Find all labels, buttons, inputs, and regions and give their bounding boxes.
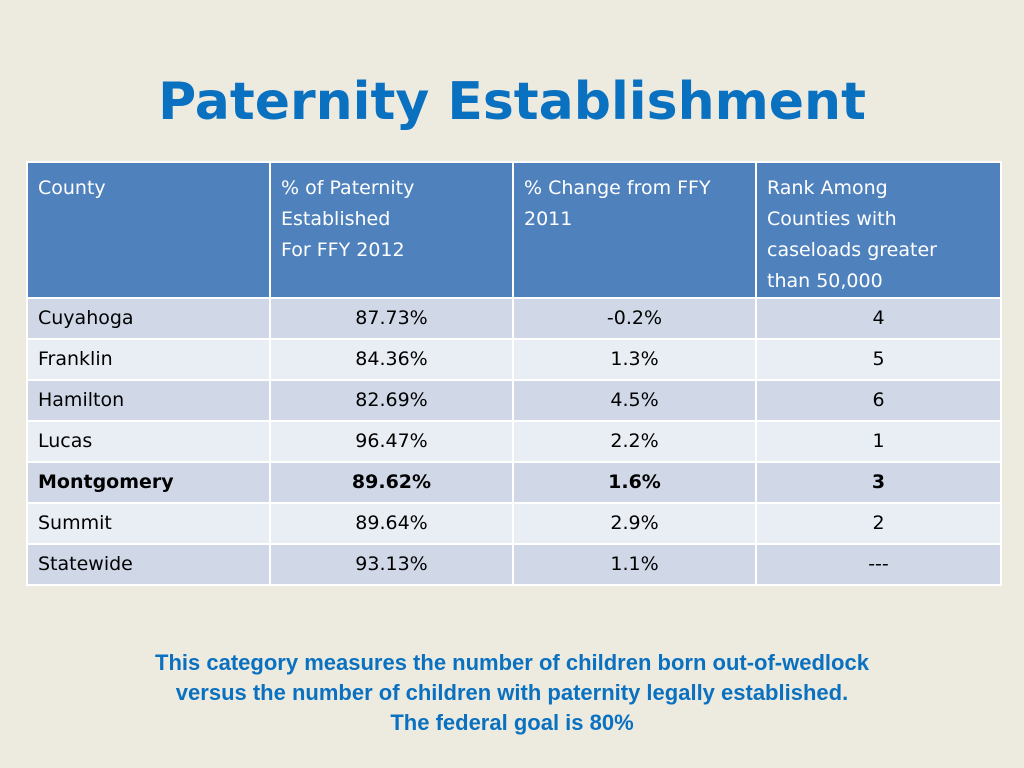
cell-percent-change: 4.5%	[512, 379, 757, 422]
table-row: Statewide 93.13% 1.1% ---	[26, 543, 1002, 586]
table-header-row: County % of Paternity Established For FF…	[26, 161, 1002, 299]
cell-percent-established: 89.64%	[269, 502, 514, 545]
cell-percent-established: 87.73%	[269, 297, 514, 340]
footnote-line-1: This category measures the number of chi…	[155, 650, 869, 675]
cell-percent-change: 2.9%	[512, 502, 757, 545]
cell-percent-change: 1.1%	[512, 543, 757, 586]
header-percent-change: % Change from FFY 2011	[512, 161, 757, 299]
cell-county: Cuyahoga	[26, 297, 271, 340]
cell-rank: 3	[755, 461, 1002, 504]
cell-rank: 1	[755, 420, 1002, 463]
cell-county: Hamilton	[26, 379, 271, 422]
cell-county: Lucas	[26, 420, 271, 463]
table-row: Lucas 96.47% 2.2% 1	[26, 420, 1002, 463]
table-row: Summit 89.64% 2.9% 2	[26, 502, 1002, 545]
cell-rank: ---	[755, 543, 1002, 586]
cell-county: Statewide	[26, 543, 271, 586]
cell-county: Franklin	[26, 338, 271, 381]
table-row: Hamilton 82.69% 4.5% 6	[26, 379, 1002, 422]
cell-percent-established: 82.69%	[269, 379, 514, 422]
cell-rank: 2	[755, 502, 1002, 545]
table-row: Franklin 84.36% 1.3% 5	[26, 338, 1002, 381]
cell-percent-established: 93.13%	[269, 543, 514, 586]
cell-rank: 4	[755, 297, 1002, 340]
header-percent-established: % of Paternity Established For FFY 2012	[269, 161, 514, 299]
cell-percent-established: 84.36%	[269, 338, 514, 381]
footnote-line-3: The federal goal is 80%	[390, 710, 634, 735]
table-row: Cuyahoga 87.73% -0.2% 4	[26, 297, 1002, 340]
slide-title: Paternity Establishment	[158, 72, 866, 132]
cell-percent-change: -0.2%	[512, 297, 757, 340]
cell-percent-change: 1.3%	[512, 338, 757, 381]
footnote-line-2: versus the number of children with pater…	[175, 680, 849, 705]
cell-rank: 6	[755, 379, 1002, 422]
cell-percent-established: 89.62%	[269, 461, 514, 504]
cell-percent-change: 1.6%	[512, 461, 757, 504]
footnote: This category measures the number of chi…	[0, 648, 1024, 738]
cell-percent-change: 2.2%	[512, 420, 757, 463]
paternity-table: County % of Paternity Established For FF…	[26, 161, 1002, 586]
cell-county: Summit	[26, 502, 271, 545]
cell-rank: 5	[755, 338, 1002, 381]
header-rank: Rank Among Counties with caseloads great…	[755, 161, 1002, 299]
header-county: County	[26, 161, 271, 299]
table-row-highlighted: Montgomery 89.62% 1.6% 3	[26, 461, 1002, 504]
cell-county: Montgomery	[26, 461, 271, 504]
cell-percent-established: 96.47%	[269, 420, 514, 463]
